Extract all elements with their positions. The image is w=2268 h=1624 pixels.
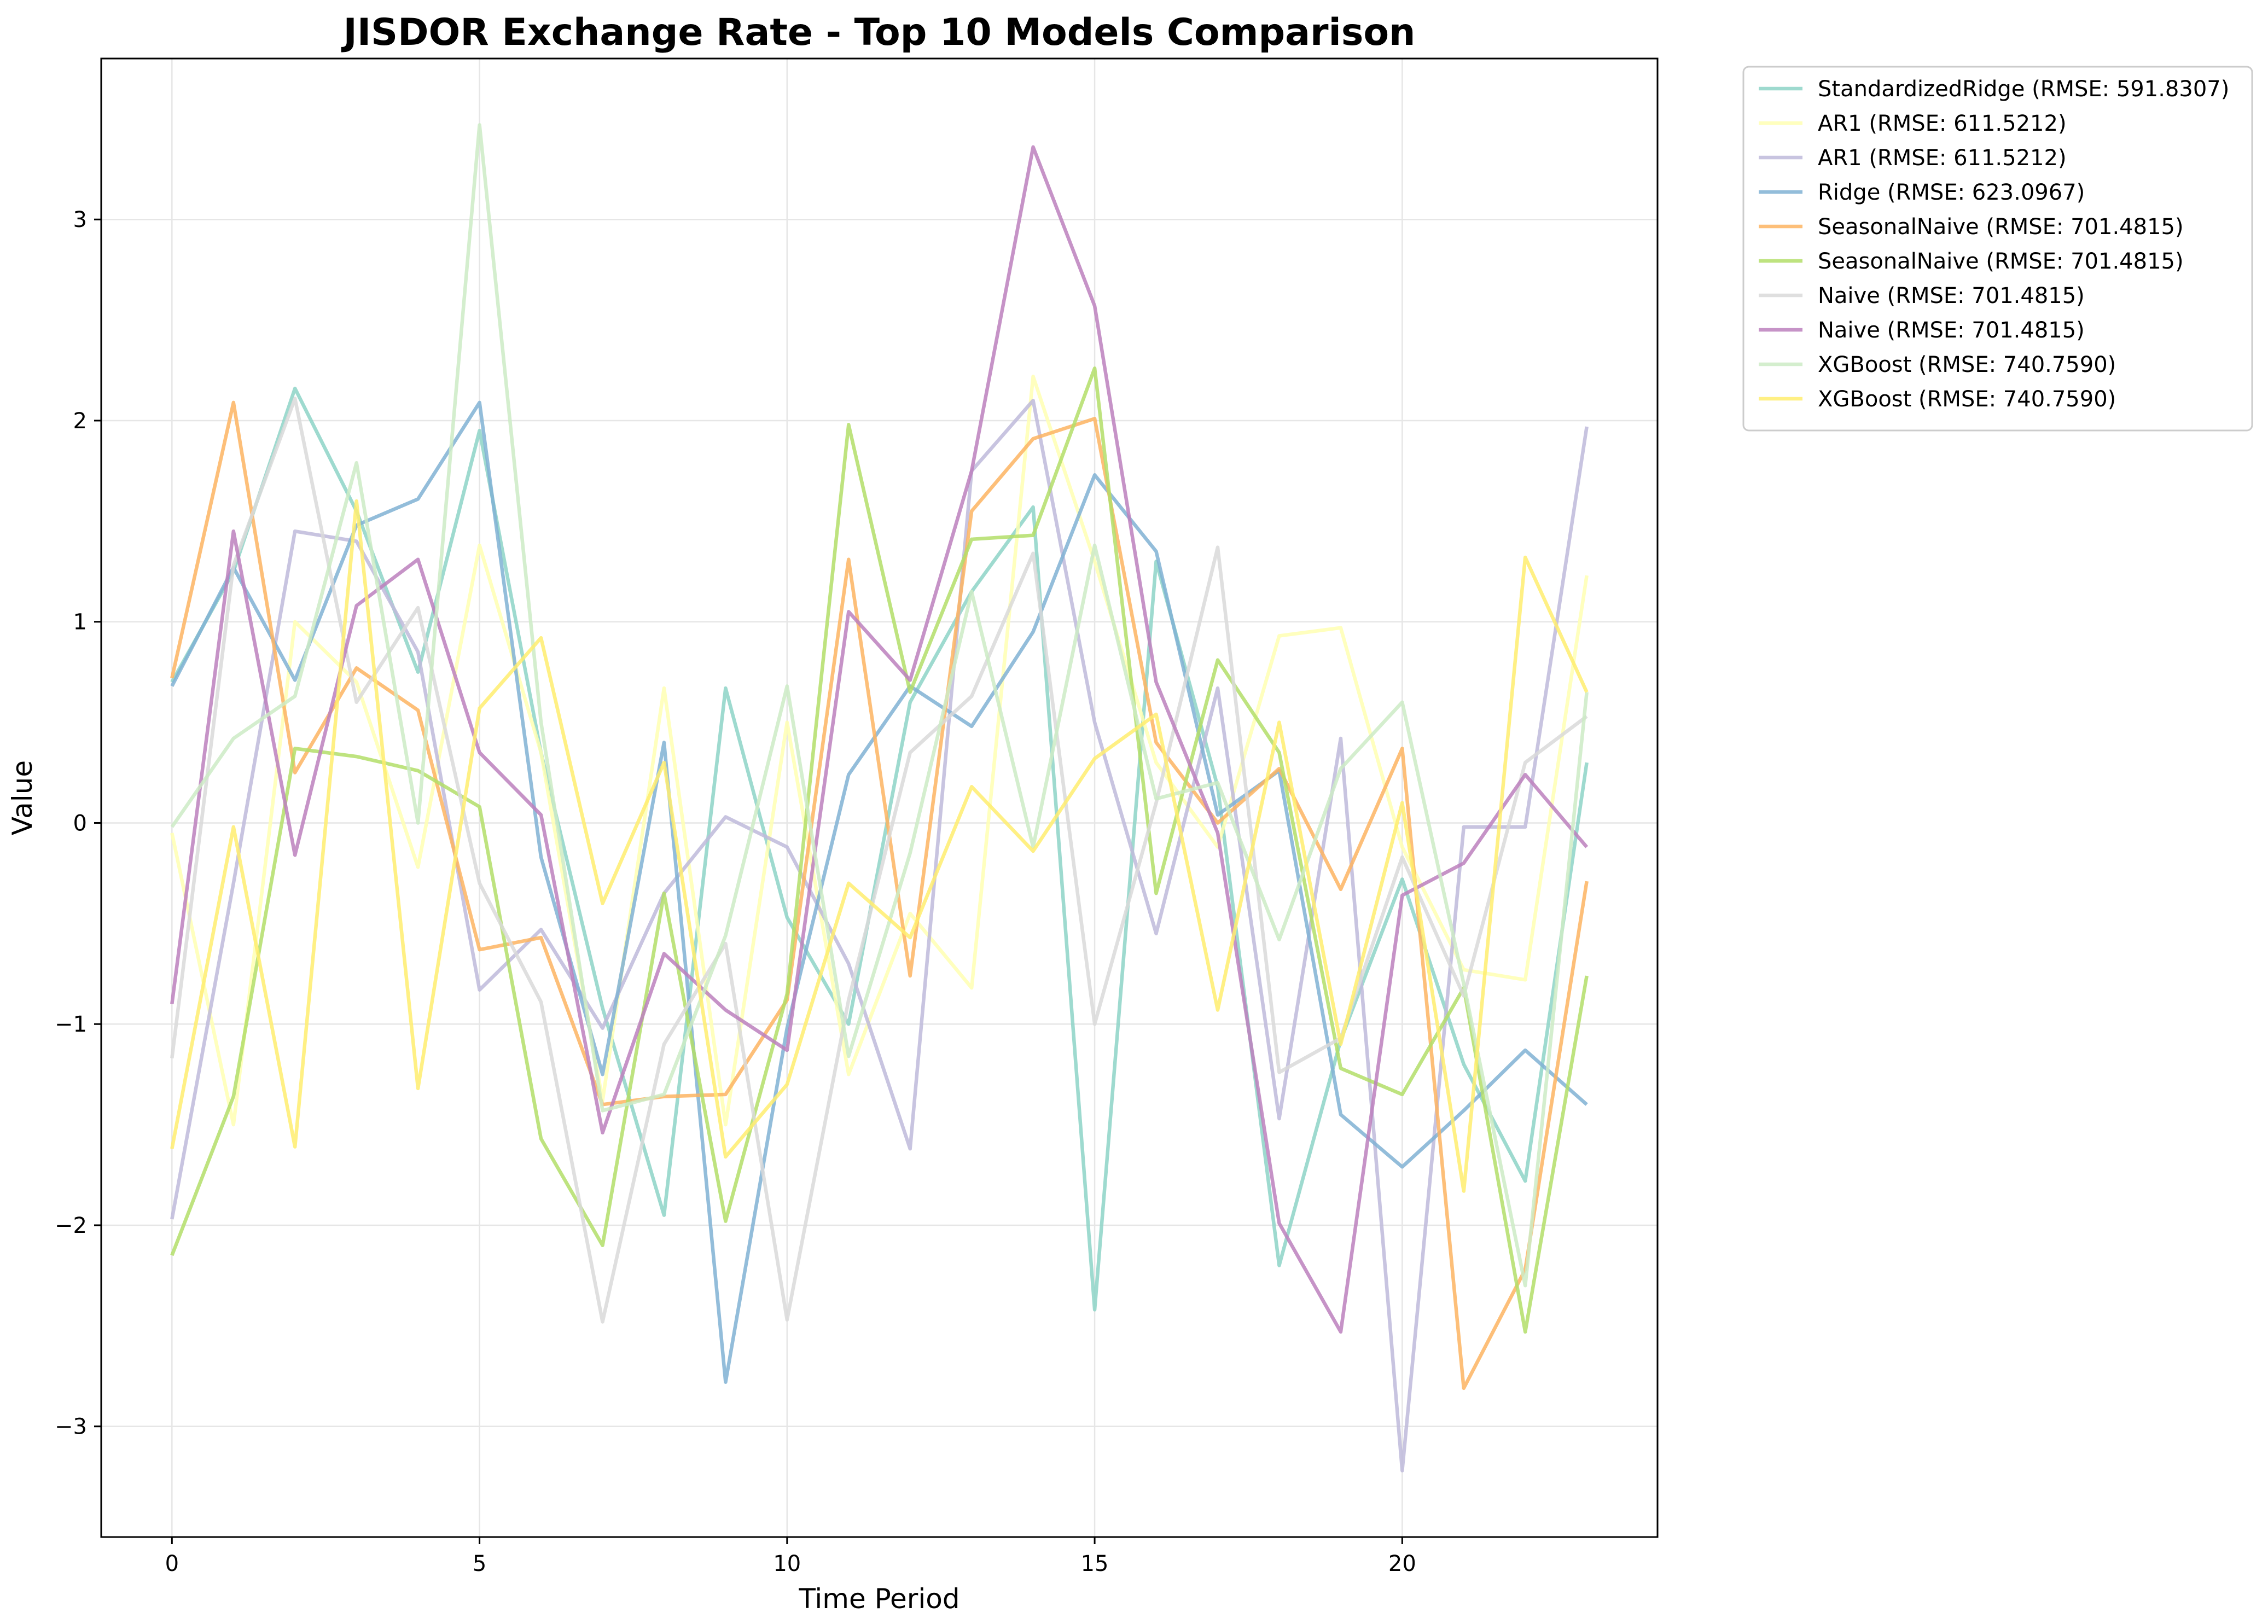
y-axis-label: Value <box>7 760 38 835</box>
x-tick-label: 0 <box>165 1551 179 1576</box>
legend-label-9: XGBoost (RMSE: 740.7590) <box>1818 352 2116 377</box>
legend-label-1: StandardizedRidge (RMSE: 591.8307) <box>1818 77 2229 102</box>
y-tick-label: −1 <box>55 1012 87 1037</box>
legend-label-10: XGBoost (RMSE: 740.7590) <box>1818 387 2116 412</box>
chart-title: JISDOR Exchange Rate - Top 10 Models Com… <box>341 11 1416 54</box>
series-line-2 <box>170 374 1589 1127</box>
y-tick-label: 1 <box>73 610 87 635</box>
y-tick-label: 3 <box>73 207 87 232</box>
axis-ticks: 0 5 10 15 20 −3 −2 −1 0 1 2 3 <box>55 207 1416 1576</box>
x-axis-label: Time Period <box>798 1583 959 1615</box>
x-tick-label: 5 <box>473 1551 486 1576</box>
legend-label-7: Naive (RMSE: 701.4815) <box>1818 283 2085 308</box>
legend-label-5: SeasonalNaive (RMSE: 701.4815) <box>1818 214 2184 240</box>
y-tick-label: −2 <box>55 1213 87 1238</box>
x-tick-label: 10 <box>773 1551 801 1576</box>
series-lines <box>170 123 1589 1472</box>
legend: StandardizedRidge (RMSE: 591.8307) AR1 (R… <box>1742 66 2253 432</box>
y-tick-label: 0 <box>73 811 87 836</box>
legend-box <box>1742 66 2253 432</box>
series-line-10 <box>170 499 1589 1193</box>
legend-label-8: Naive (RMSE: 701.4815) <box>1818 318 2085 343</box>
x-tick-label: 20 <box>1388 1551 1416 1576</box>
x-tick-label: 15 <box>1081 1551 1109 1576</box>
y-tick-label: 2 <box>73 409 87 434</box>
series-line-5 <box>170 400 1589 1390</box>
series-line-3 <box>170 398 1589 1472</box>
series-line-4 <box>170 400 1588 1384</box>
series-line-9 <box>170 123 1589 1288</box>
plot-frame <box>100 57 1659 1538</box>
grid <box>101 59 1658 1537</box>
legend-label-2: AR1 (RMSE: 611.5212) <box>1818 111 2067 136</box>
legend-label-4: Ridge (RMSE: 623.0967) <box>1818 180 2085 205</box>
legend-label-3: AR1 (RMSE: 611.5212) <box>1818 145 2067 171</box>
legend-label-6: SeasonalNaive (RMSE: 701.4815) <box>1818 249 2184 274</box>
series-line-8 <box>170 145 1589 1334</box>
y-tick-label: −3 <box>55 1415 87 1440</box>
